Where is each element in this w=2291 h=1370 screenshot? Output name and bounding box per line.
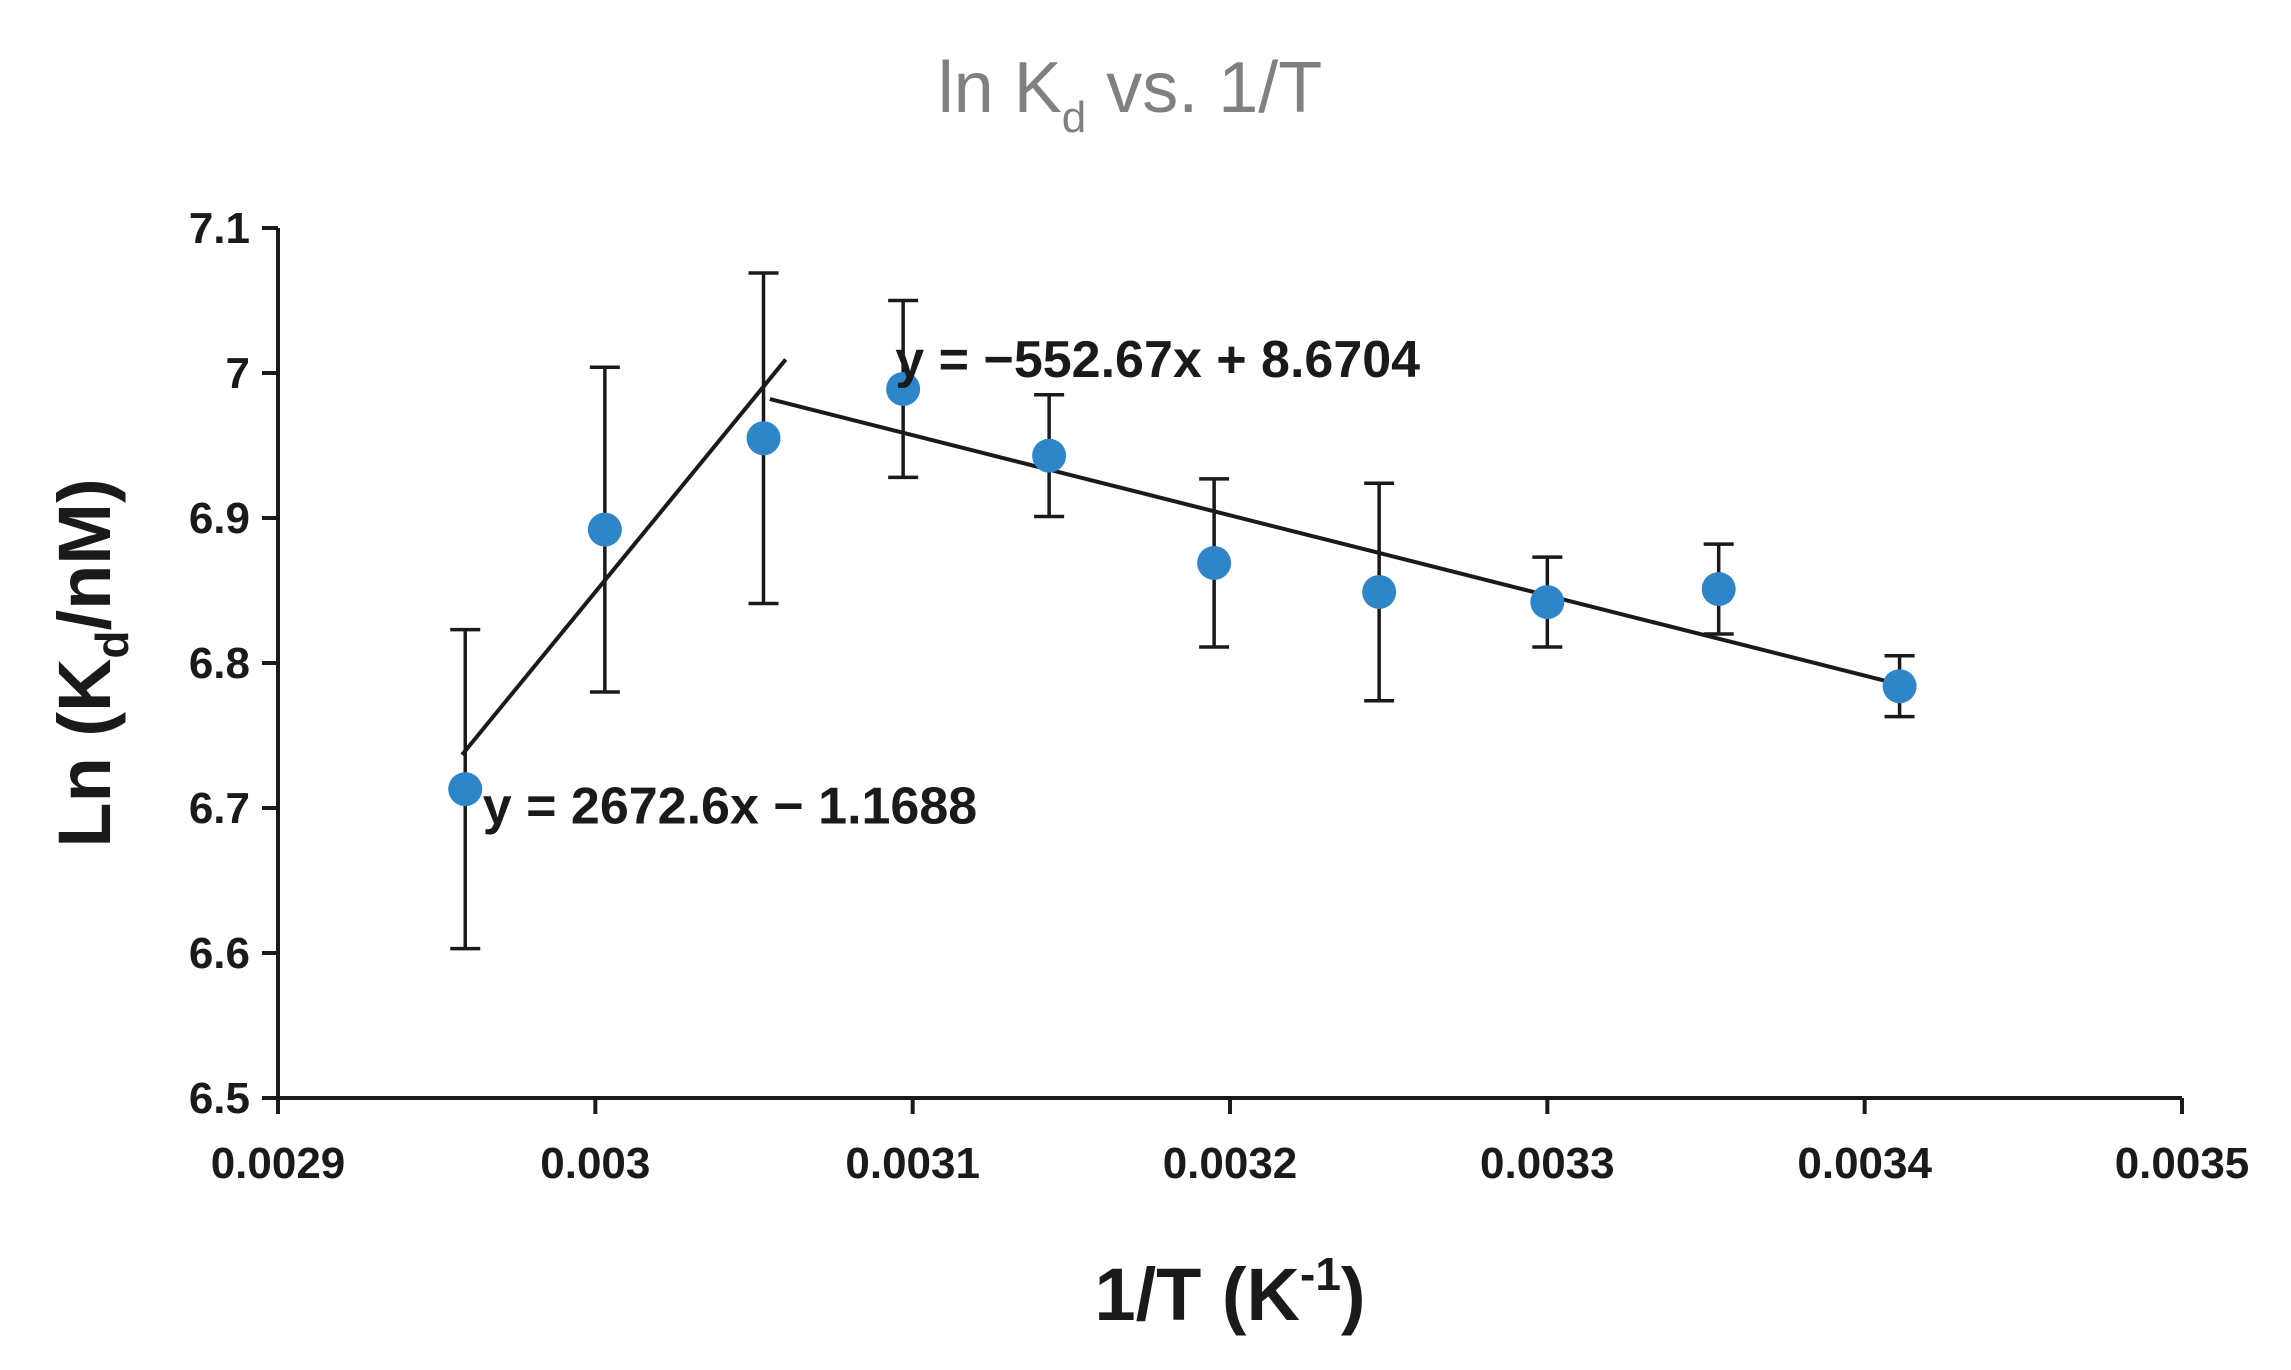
data-point	[1882, 669, 1917, 704]
fit-lines	[460, 358, 1910, 756]
data-point	[1701, 572, 1736, 607]
y-axis-label-main: Ln (K	[43, 659, 126, 848]
chart-title-subscript: d	[1062, 93, 1086, 142]
x-tick-label: 0.0032	[1163, 1139, 1298, 1188]
chart-title-rest: vs. 1/T	[1086, 48, 1322, 128]
y-tick-label: 6.5	[189, 1074, 250, 1123]
fit-high-temperature-equation: y = 2672.6x − 1.1688	[483, 778, 977, 836]
data-point	[587, 512, 622, 547]
y-tick-label: 7	[226, 349, 250, 398]
y-tick-label: 7.1	[189, 204, 250, 253]
x-axis-label-main: 1/T (K	[1094, 1253, 1300, 1336]
chart-title-main: ln K	[938, 48, 1062, 128]
data-point	[1032, 438, 1067, 473]
data-point	[448, 772, 483, 807]
data-point	[1362, 574, 1397, 609]
data-point	[1197, 545, 1232, 580]
y-tick-label: 6.7	[189, 784, 250, 833]
equation-labels: y = 2672.6x − 1.1688 y = −552.67x + 8.670…	[483, 331, 1420, 836]
x-tick-label: 0.0034	[1797, 1139, 1932, 1188]
y-axis-label-end: /nM)	[43, 478, 126, 630]
x-tick-label: 0.0029	[211, 1139, 346, 1188]
fit-low-temperature-equation: y = −552.67x + 8.6704	[895, 331, 1420, 389]
y-axis-label-subscript: d	[86, 630, 138, 658]
x-tick-label: 0.0035	[2115, 1139, 2250, 1188]
x-tick-label: 0.0033	[1480, 1139, 1615, 1188]
chart-title: ln Kd vs. 1/T	[938, 48, 1323, 142]
fit-high-temperature-line	[460, 358, 788, 756]
chart-title-group: ln Kd vs. 1/T	[938, 48, 1323, 142]
x-tick-label: 0.0031	[845, 1139, 980, 1188]
x-tick-label: 0.003	[540, 1139, 650, 1188]
x-axis-label: 1/T (K-1)	[1094, 1248, 1365, 1336]
x-axis-ticks: 0.0029 0.003 0.0031 0.0032 0.0033 0.0034 0.003…	[211, 1098, 2250, 1188]
x-axis-label-superscript: -1	[1300, 1248, 1341, 1300]
y-axis-ticks: 6.5 6.6 6.7 6.8 6.9 7 7.1	[189, 204, 278, 1123]
y-tick-label: 6.6	[189, 929, 250, 978]
data-point	[1530, 585, 1565, 620]
axis-labels: 1/T (K-1) Ln (Kd/nM)	[43, 478, 1366, 1336]
fit-low-temperature-line	[769, 397, 1910, 689]
y-tick-label: 6.8	[189, 639, 250, 688]
y-tick-label: 6.9	[189, 494, 250, 543]
data-point	[886, 371, 921, 406]
data-point	[746, 421, 781, 456]
x-axis-label-end: )	[1341, 1253, 1366, 1336]
data-points	[448, 371, 1917, 807]
y-axis-label: Ln (Kd/nM)	[43, 478, 138, 847]
